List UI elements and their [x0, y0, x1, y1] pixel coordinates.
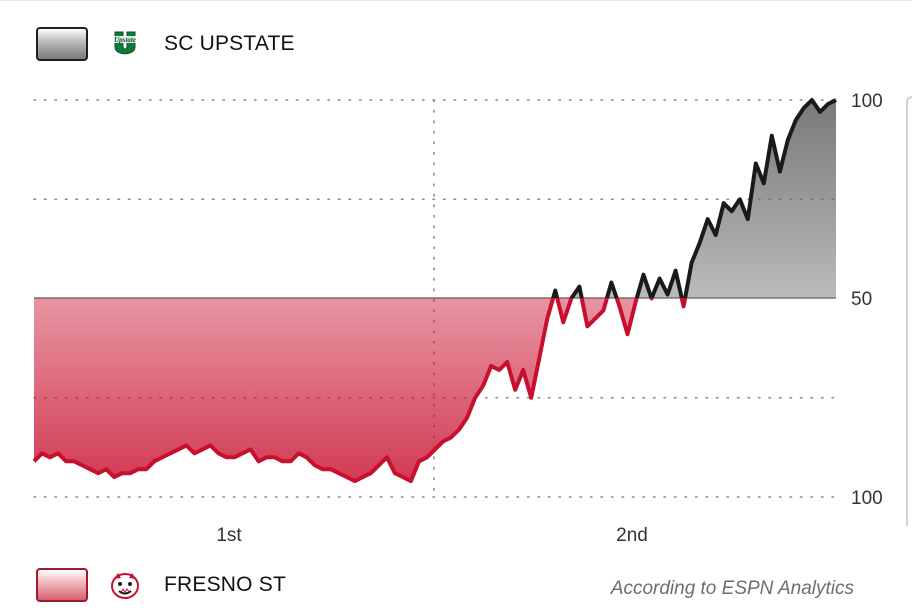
fresno-st-color-swatch [36, 568, 88, 602]
sc-upstate-logo-icon: Upstate [108, 27, 142, 61]
analytics-credit: According to ESPN Analytics [610, 578, 854, 599]
sc-upstate-probability-area [34, 100, 836, 298]
y-tick-label-1: 50 [851, 289, 872, 310]
y-tick-label-0: 100 [851, 91, 883, 112]
fresno-state-bulldog-logo-icon [108, 568, 142, 602]
fresno-st-probability-area [34, 298, 836, 482]
svg-text:Upstate: Upstate [114, 36, 136, 44]
top-divider [0, 0, 912, 1]
team-name-top: SC UPSTATE [164, 32, 295, 55]
x-tick-label-2nd: 2nd [616, 525, 648, 546]
sc-upstate-probability-line [551, 98, 837, 298]
x-tick-label-1st: 1st [216, 525, 242, 546]
team-name-bottom: FRESNO ST [164, 573, 286, 596]
team-row-fresno-st: FRESNO ST [36, 568, 286, 602]
fresno-st-probability-line [32, 298, 688, 484]
team-row-sc-upstate: Upstate SC UPSTATE [36, 27, 295, 61]
panel-edge [906, 96, 912, 526]
y-tick-label-2: 100 [851, 488, 883, 509]
sc-upstate-color-swatch [36, 27, 88, 61]
